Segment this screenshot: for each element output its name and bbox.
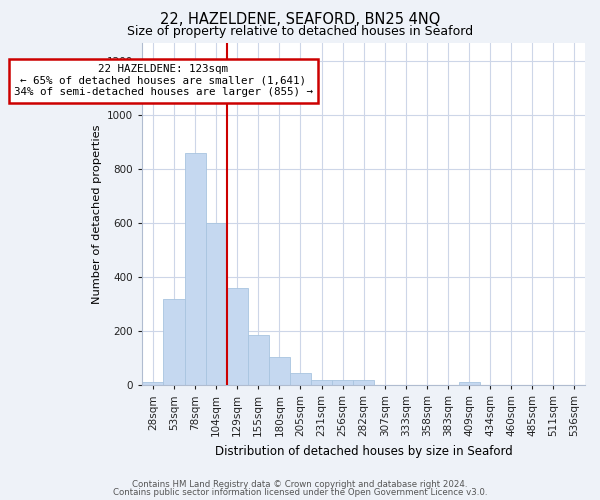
Bar [353,380,374,385]
Bar [269,356,290,385]
Bar [185,153,206,385]
Bar [206,223,227,385]
X-axis label: Distribution of detached houses by size in Seaford: Distribution of detached houses by size … [215,444,512,458]
Bar [458,382,479,385]
Text: Contains HM Land Registry data © Crown copyright and database right 2024.: Contains HM Land Registry data © Crown c… [132,480,468,489]
Bar [227,288,248,385]
Text: 22, HAZELDENE, SEAFORD, BN25 4NQ: 22, HAZELDENE, SEAFORD, BN25 4NQ [160,12,440,28]
Bar [142,382,163,385]
Bar [290,373,311,385]
Bar [332,380,353,385]
Bar [311,380,332,385]
Text: Size of property relative to detached houses in Seaford: Size of property relative to detached ho… [127,25,473,38]
Y-axis label: Number of detached properties: Number of detached properties [92,124,101,304]
Text: 22 HAZELDENE: 123sqm
← 65% of detached houses are smaller (1,641)
34% of semi-de: 22 HAZELDENE: 123sqm ← 65% of detached h… [14,64,313,98]
Bar [248,335,269,385]
Bar [163,298,185,385]
Text: Contains public sector information licensed under the Open Government Licence v3: Contains public sector information licen… [113,488,487,497]
